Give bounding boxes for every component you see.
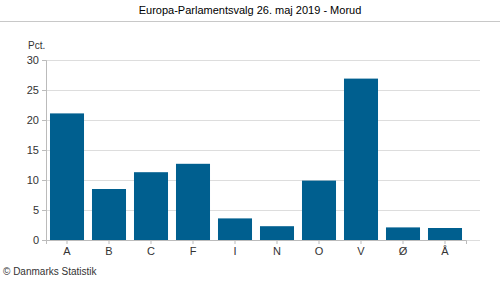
bar — [50, 113, 84, 240]
bar — [344, 79, 378, 240]
x-axis-line — [47, 241, 467, 245]
y-tick-mark — [42, 150, 46, 151]
x-tick-mark — [319, 240, 320, 244]
x-tick-label: N — [273, 245, 281, 257]
y-tick: 5 — [33, 204, 46, 216]
y-tick: 15 — [27, 144, 46, 156]
bar — [134, 172, 168, 240]
grid-line — [46, 180, 480, 181]
x-tick-mark — [277, 240, 278, 244]
bar — [176, 164, 210, 240]
source: © Danmarks Statistik — [3, 266, 98, 277]
x-tick-label: F — [190, 245, 197, 257]
x-tick: O — [315, 240, 324, 257]
y-tick-label: 30 — [27, 54, 39, 66]
bar — [218, 218, 252, 240]
bar — [428, 228, 462, 240]
x-tick: V — [357, 240, 365, 257]
bar — [260, 226, 294, 240]
y-tick-label: 0 — [33, 234, 39, 246]
x-tick: C — [147, 240, 155, 257]
y-tick-mark — [42, 60, 46, 61]
grid — [46, 61, 480, 241]
y-tick-mark — [42, 180, 46, 181]
x-tick-label: A — [63, 245, 71, 257]
x-tick: A — [63, 240, 71, 257]
x-tick: F — [190, 240, 197, 257]
y-tick: 30 — [27, 54, 46, 66]
y-tick: 0 — [33, 234, 46, 246]
chart: Europa-Parlamentsvalg 26. maj 2019 - Mor… — [0, 0, 500, 282]
x-tick-mark — [193, 240, 194, 244]
y-axis: 0 5 10 15 20 25 30 — [27, 54, 47, 246]
x-tick: B — [105, 240, 112, 257]
x-tick: Å — [441, 240, 449, 257]
y-tick: 20 — [27, 114, 46, 126]
x-tick-mark — [151, 240, 152, 244]
grid-line — [46, 150, 480, 151]
bar — [386, 227, 420, 240]
y-tick: 10 — [27, 174, 46, 186]
title: Europa-Parlamentsvalg 26. maj 2019 - Mor… — [139, 4, 362, 16]
y-tick-mark — [42, 210, 46, 211]
x-tick-mark — [403, 240, 404, 244]
y-tick-label: 10 — [27, 174, 39, 186]
bar — [92, 189, 126, 240]
y-tick-label: 15 — [27, 144, 39, 156]
x-axis: ABCFINOVØÅ — [47, 240, 467, 257]
x-tick-label: B — [105, 245, 112, 257]
x-tick-label: O — [315, 245, 324, 257]
y-axis-title: Pct. — [28, 40, 45, 51]
y-tick-mark — [42, 240, 46, 241]
x-tick: Ø — [399, 240, 408, 257]
x-tick-label: I — [233, 245, 236, 257]
x-tick: N — [273, 240, 281, 257]
y-tick-label: 25 — [27, 84, 39, 96]
x-tick-mark — [361, 240, 362, 244]
grid-line — [46, 60, 480, 61]
x-tick-label: Å — [441, 245, 449, 257]
bar — [302, 181, 336, 240]
x-tick-label: Ø — [399, 245, 408, 257]
y-tick-label: 5 — [33, 204, 39, 216]
y-axis-line — [42, 61, 47, 241]
x-tick: I — [233, 240, 236, 257]
title-rule — [0, 21, 500, 22]
y-tick-mark — [42, 120, 46, 121]
grid-line — [46, 90, 480, 91]
x-tick-mark — [235, 240, 236, 244]
x-tick-mark — [67, 240, 68, 244]
x-tick-label: C — [147, 245, 155, 257]
grid-line — [46, 120, 480, 121]
y-tick-mark — [42, 90, 46, 91]
y-tick: 25 — [27, 84, 46, 96]
x-tick-mark — [445, 240, 446, 244]
y-tick-label: 20 — [27, 114, 39, 126]
x-tick-mark — [109, 240, 110, 244]
x-tick-label: V — [357, 245, 365, 257]
bars — [50, 79, 462, 240]
